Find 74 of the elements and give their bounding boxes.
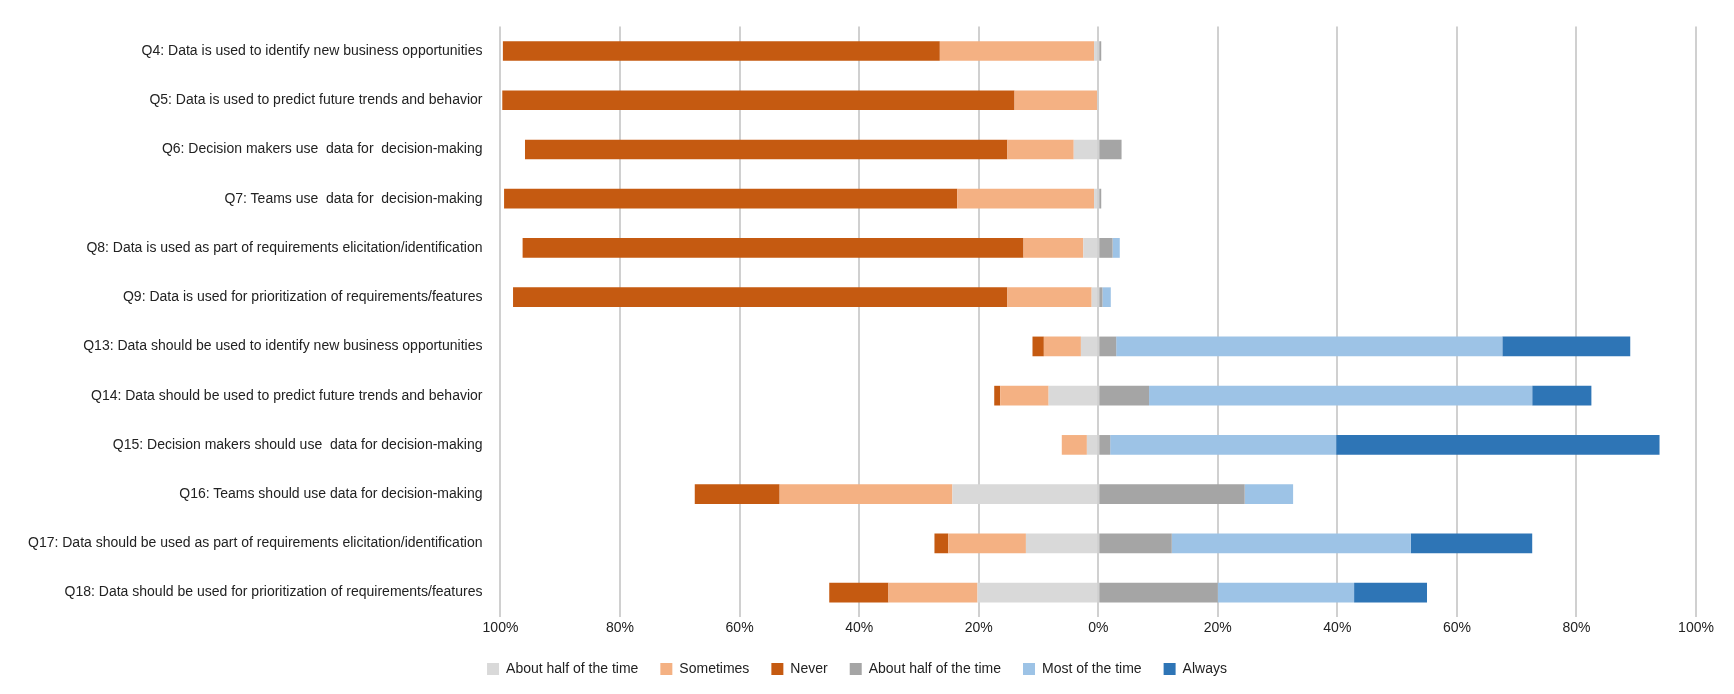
bar xyxy=(502,90,1015,111)
bar xyxy=(1099,484,1245,504)
legend-label: Never xyxy=(790,659,829,676)
bar xyxy=(1099,533,1172,554)
bar xyxy=(994,385,1001,406)
bar xyxy=(1532,385,1592,406)
bar xyxy=(1043,336,1081,357)
legend-label: Always xyxy=(1182,659,1227,676)
y-tick-label: Q16: Teams should use data for decision-making xyxy=(179,484,483,501)
bar xyxy=(1354,582,1428,603)
bar xyxy=(1102,287,1111,308)
bar xyxy=(1099,435,1111,455)
bar xyxy=(1502,336,1631,357)
y-tick-label: Q7: Teams use data for decision-making xyxy=(224,189,483,206)
bar xyxy=(1110,435,1337,455)
bar xyxy=(934,533,949,554)
x-tick-label: 40% xyxy=(845,619,874,636)
y-tick-label: Q15: Decision makers should use data for decision-making xyxy=(112,435,483,452)
y-tick-label: Q4: Data is used to identify new business opportunities xyxy=(141,41,483,58)
y-tick-label: Q5: Data is used to predict future trends and behavior xyxy=(149,91,483,108)
bar xyxy=(1099,582,1218,603)
y-tick-label: Q9: Data is used for prioritization of requirements/features xyxy=(122,288,483,305)
x-tick-label: 60% xyxy=(725,619,754,636)
y-tick-label: Q13: Data should be used to identify new business opportunities xyxy=(83,337,483,354)
bar xyxy=(1099,287,1103,308)
bar xyxy=(1410,533,1533,554)
bar xyxy=(957,188,1095,209)
y-tick-label: Q14: Data should be used to predict future trends and behavior xyxy=(91,386,483,403)
bar xyxy=(1023,238,1084,258)
bar xyxy=(1099,336,1117,357)
bar xyxy=(1116,336,1503,357)
bar xyxy=(525,139,1008,160)
bar xyxy=(502,41,940,61)
bar xyxy=(1099,385,1150,406)
x-tick-label: 80% xyxy=(1562,619,1591,636)
x-tick-label: 100% xyxy=(482,619,519,636)
bar xyxy=(948,533,1026,554)
y-tick-label: Q18: Data should be used for prioritization of requirements/features xyxy=(64,583,483,600)
bar xyxy=(1007,139,1074,160)
bar xyxy=(1099,238,1113,258)
legend-label: Sometimes xyxy=(679,659,750,676)
bar xyxy=(1112,238,1120,258)
bar xyxy=(1217,582,1355,603)
y-tick-label: Q6: Decision makers use data for decision-making xyxy=(161,140,483,157)
bar xyxy=(513,287,1008,308)
bar xyxy=(1014,90,1098,111)
x-tick-label: 40% xyxy=(1323,619,1352,636)
x-tick-label: 0% xyxy=(1088,619,1109,636)
bar xyxy=(1244,484,1294,504)
bar xyxy=(694,484,780,504)
x-tick-label: 100% xyxy=(1678,619,1714,636)
bar xyxy=(1007,287,1092,308)
x-tick-label: 20% xyxy=(1203,619,1232,636)
legend-label: About half of the time xyxy=(506,659,639,676)
bar xyxy=(939,41,1095,61)
bar xyxy=(829,582,889,603)
legend-label: About half of the time xyxy=(868,659,1002,676)
bar xyxy=(1061,435,1087,455)
bar xyxy=(1171,533,1411,554)
bar xyxy=(1336,435,1660,455)
y-tick-label: Q17: Data should be used as part of requirements elicitation/identification xyxy=(27,534,483,551)
bar xyxy=(522,238,1024,258)
x-tick-label: 60% xyxy=(1442,619,1471,636)
bar xyxy=(1149,385,1533,406)
bar xyxy=(1000,385,1049,406)
bar xyxy=(1032,336,1044,357)
x-tick-label: 80% xyxy=(606,619,635,636)
bar xyxy=(779,484,953,504)
bar xyxy=(888,582,978,603)
y-tick-label: Q8: Data is used as part of requirements elicitation/identification xyxy=(86,238,483,255)
bar xyxy=(504,188,958,209)
bar xyxy=(1099,139,1122,160)
legend-label: Most of the time xyxy=(1042,659,1142,676)
x-tick-label: 20% xyxy=(964,619,993,636)
